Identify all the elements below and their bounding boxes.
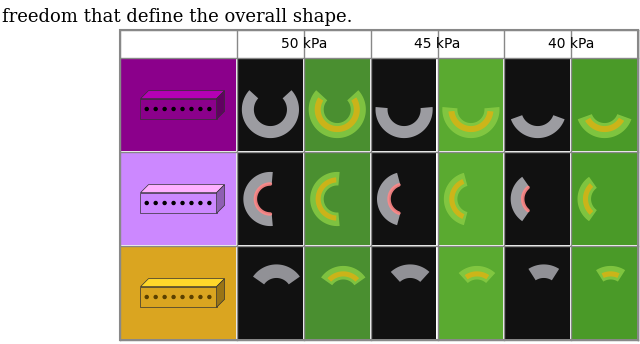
Circle shape xyxy=(181,107,184,110)
Circle shape xyxy=(208,295,211,299)
Polygon shape xyxy=(377,173,400,225)
Polygon shape xyxy=(243,172,273,226)
Polygon shape xyxy=(596,266,625,282)
Polygon shape xyxy=(391,265,429,282)
Polygon shape xyxy=(321,266,365,285)
Bar xyxy=(506,153,570,245)
Polygon shape xyxy=(216,279,225,307)
Bar xyxy=(140,99,216,119)
Polygon shape xyxy=(216,185,225,213)
Bar xyxy=(238,247,303,339)
Circle shape xyxy=(145,202,148,204)
Polygon shape xyxy=(140,279,225,287)
Circle shape xyxy=(199,107,202,110)
Polygon shape xyxy=(315,97,360,132)
Polygon shape xyxy=(328,271,359,282)
Bar xyxy=(438,247,503,339)
Circle shape xyxy=(172,107,175,110)
Text: 50 kPa: 50 kPa xyxy=(281,37,327,51)
Circle shape xyxy=(181,295,184,299)
Polygon shape xyxy=(376,107,433,138)
Bar xyxy=(121,153,236,245)
Bar xyxy=(305,59,370,151)
Circle shape xyxy=(190,202,193,204)
Bar xyxy=(140,193,216,213)
Circle shape xyxy=(181,202,184,204)
Circle shape xyxy=(172,295,175,299)
Circle shape xyxy=(208,202,211,204)
Polygon shape xyxy=(310,172,340,226)
Bar xyxy=(572,247,637,339)
Polygon shape xyxy=(465,271,489,279)
Circle shape xyxy=(208,107,211,110)
Text: 40 kPa: 40 kPa xyxy=(548,37,595,51)
Circle shape xyxy=(163,107,166,110)
Circle shape xyxy=(145,107,148,110)
Circle shape xyxy=(199,295,202,299)
Polygon shape xyxy=(442,107,499,138)
Bar xyxy=(438,153,503,245)
Bar xyxy=(238,153,303,245)
Bar xyxy=(506,59,570,151)
Polygon shape xyxy=(577,177,597,221)
Polygon shape xyxy=(583,183,593,215)
Circle shape xyxy=(154,295,157,299)
Circle shape xyxy=(190,295,193,299)
Bar xyxy=(438,59,503,151)
Polygon shape xyxy=(585,118,624,132)
Bar xyxy=(372,59,436,151)
Bar xyxy=(305,153,370,245)
Bar xyxy=(572,59,637,151)
Text: 45 kPa: 45 kPa xyxy=(414,37,461,51)
Polygon shape xyxy=(316,178,337,221)
Bar xyxy=(121,59,236,151)
Bar xyxy=(238,59,303,151)
Polygon shape xyxy=(140,185,225,193)
Bar xyxy=(140,287,216,307)
Circle shape xyxy=(172,202,175,204)
Polygon shape xyxy=(511,115,564,138)
Polygon shape xyxy=(216,91,225,119)
Circle shape xyxy=(145,295,148,299)
Bar xyxy=(120,30,638,340)
Polygon shape xyxy=(449,111,493,132)
Polygon shape xyxy=(242,90,299,138)
Bar xyxy=(372,247,436,339)
Polygon shape xyxy=(444,173,467,225)
Polygon shape xyxy=(578,114,632,138)
Polygon shape xyxy=(511,177,529,221)
Polygon shape xyxy=(459,266,495,283)
Polygon shape xyxy=(140,91,225,99)
Circle shape xyxy=(163,295,166,299)
Bar xyxy=(305,247,370,339)
Bar xyxy=(506,247,570,339)
Polygon shape xyxy=(529,265,559,280)
Circle shape xyxy=(190,107,193,110)
Circle shape xyxy=(154,107,157,110)
Bar xyxy=(572,153,637,245)
Bar xyxy=(121,247,236,339)
Circle shape xyxy=(163,202,166,204)
Polygon shape xyxy=(253,265,300,284)
Polygon shape xyxy=(449,179,465,219)
Polygon shape xyxy=(602,271,620,278)
Text: freedom that define the overall shape.: freedom that define the overall shape. xyxy=(2,8,353,26)
Circle shape xyxy=(154,202,157,204)
Polygon shape xyxy=(308,90,366,138)
Circle shape xyxy=(199,202,202,204)
Bar xyxy=(372,153,436,245)
